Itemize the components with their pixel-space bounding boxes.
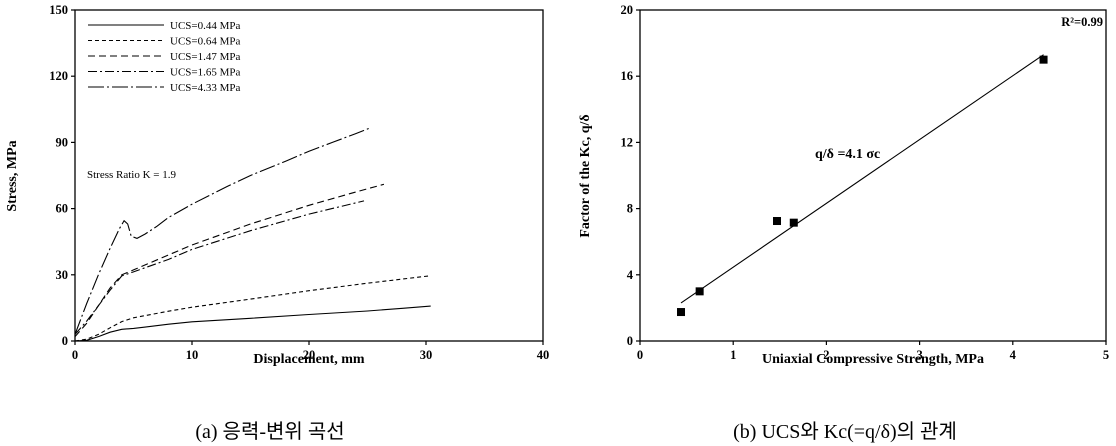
y-tick-label: 0	[627, 334, 633, 348]
x-tick-label: 10	[186, 348, 199, 362]
legend-label-1: UCS=0.44 MPa	[170, 20, 241, 32]
y-axis-title-b: Factor of the Kc, q/δ	[578, 114, 593, 237]
series-group-a	[74, 127, 431, 342]
x-tick-label: 4	[1010, 348, 1017, 362]
legend-label-2: UCS=0.64 MPa	[170, 36, 241, 48]
x-tick-label: 5	[1103, 348, 1109, 362]
x-axis-title-b: Uniaxial Compressive Strength, MPa	[762, 352, 984, 367]
x-tick-label: 2	[823, 348, 829, 362]
data-point-4	[789, 218, 798, 227]
x-tick-label: 30	[420, 348, 433, 362]
x-tick-label: 0	[637, 348, 643, 362]
x-tick-label: 3	[916, 348, 922, 362]
data-point-5	[1039, 55, 1048, 64]
y-tick-label: 120	[49, 69, 68, 83]
y-tick-label: 0	[62, 334, 68, 348]
legend-label-4: UCS=1.65 MPa	[170, 67, 241, 79]
legend-a: UCS=0.44 MPa UCS=0.64 MPa UCS=1.47 MPa UCS=…	[88, 20, 241, 94]
equation-label: q/δ =4.1 σc	[815, 147, 880, 162]
y-tick-label: 16	[621, 69, 634, 83]
y-tick-label: 4	[627, 268, 634, 282]
caption-b: (b) UCS와 Kc(=q/δ)의 관계	[733, 420, 957, 443]
data-point-1	[677, 308, 686, 317]
points-group	[677, 55, 1048, 317]
fit-line-group	[680, 54, 1044, 304]
series-line-5	[74, 127, 371, 335]
r-squared-label: R²=0.99	[1061, 15, 1103, 29]
regression-line	[680, 54, 1044, 304]
data-point-3	[773, 217, 782, 226]
x-axis-title-a: Displacement, mm	[253, 352, 365, 367]
y-tick-label: 20	[621, 3, 634, 17]
annotation-stress-ratio: Stress Ratio K = 1.9	[87, 169, 177, 181]
y-tick-label: 90	[56, 135, 69, 149]
y-tick-label: 30	[56, 268, 69, 282]
y-tick-label: 12	[621, 135, 634, 149]
caption-a: (a) 응력-변위 곡선	[195, 420, 344, 443]
series-line-2	[74, 275, 431, 342]
x-tick-label: 0	[72, 348, 78, 362]
plot-area-b	[639, 9, 1107, 342]
data-point-2	[695, 287, 704, 296]
legend-label-3: UCS=1.47 MPa	[170, 51, 241, 63]
series-line-4	[74, 200, 365, 335]
y-axis-title-a: Stress, MPa	[5, 140, 20, 211]
x-tick-label: 1	[730, 348, 736, 362]
y-tick-label: 8	[627, 202, 633, 216]
legend-label-5: UCS=4.33 MPa	[170, 82, 241, 94]
x-tick-label: 20	[303, 348, 316, 362]
tick-group-a: 0 10 20 30 40 0 30 60 90 120 150	[49, 3, 549, 362]
y-tick-label: 150	[49, 3, 68, 17]
x-tick-label: 40	[537, 348, 550, 362]
y-tick-label: 60	[56, 202, 69, 216]
series-line-1	[74, 305, 431, 342]
